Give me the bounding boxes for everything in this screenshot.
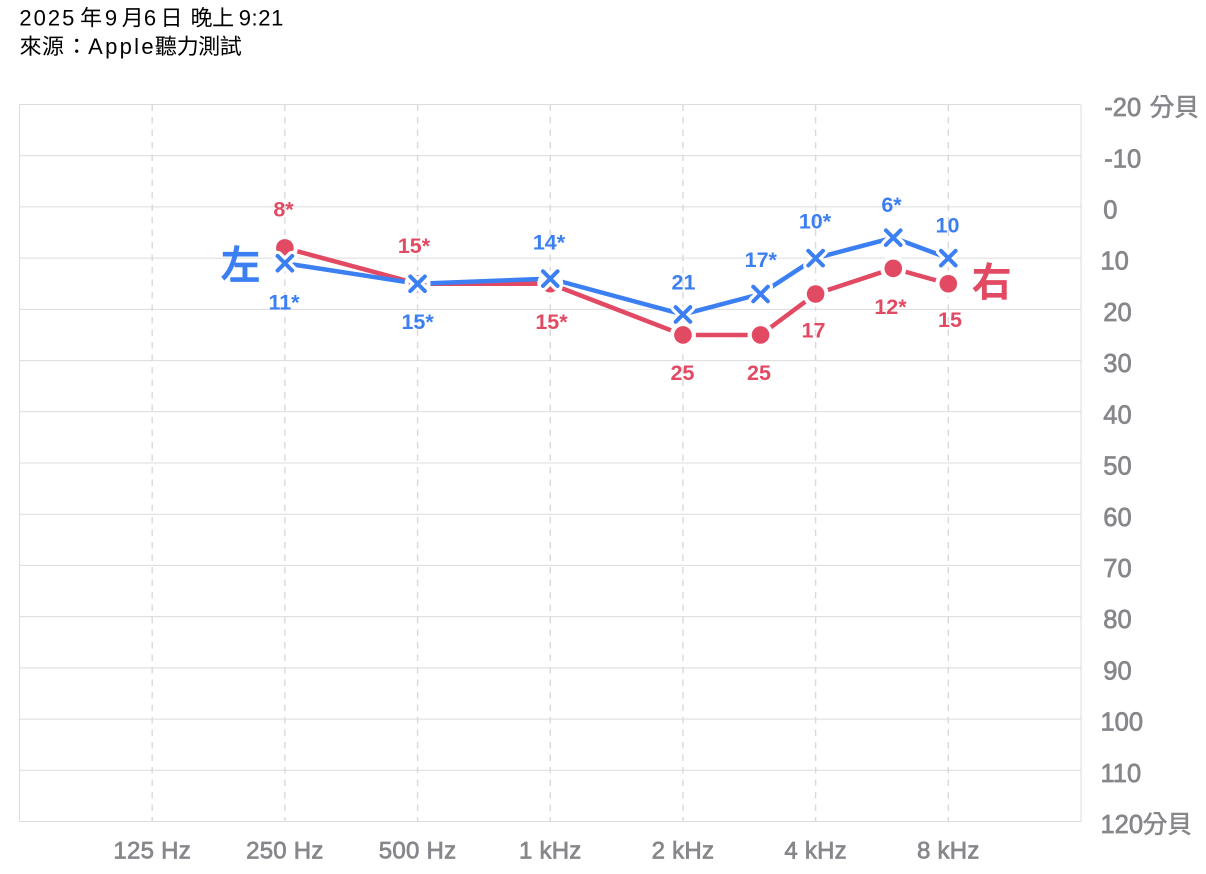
svg-text:8*: 8*: [273, 197, 294, 221]
svg-text:-20: -20: [1104, 94, 1141, 122]
svg-text:90: 90: [1103, 657, 1131, 685]
svg-text:2 kHz: 2 kHz: [652, 838, 715, 865]
svg-text:80: 80: [1103, 606, 1131, 634]
svg-text:500 Hz: 500 Hz: [379, 838, 457, 865]
svg-text:4 kHz: 4 kHz: [784, 838, 847, 865]
svg-text:70: 70: [1103, 555, 1131, 583]
svg-text:10: 10: [936, 213, 960, 237]
svg-text:100: 100: [1101, 709, 1144, 737]
svg-text:25: 25: [747, 361, 771, 385]
svg-text:0: 0: [1103, 197, 1117, 225]
svg-text:15*: 15*: [535, 310, 568, 334]
svg-text:30: 30: [1103, 350, 1131, 378]
svg-text:120: 120: [1101, 811, 1144, 839]
svg-text:10*: 10*: [799, 209, 832, 233]
svg-text:250 Hz: 250 Hz: [246, 838, 324, 865]
svg-text:15*: 15*: [398, 234, 431, 258]
svg-text:12*: 12*: [874, 295, 907, 319]
svg-text:9:21: 9:21: [239, 6, 284, 31]
svg-text:1 kHz: 1 kHz: [519, 838, 582, 865]
svg-text:125 Hz: 125 Hz: [113, 838, 191, 865]
svg-text:8 kHz: 8 kHz: [917, 838, 980, 865]
svg-text:20: 20: [1103, 299, 1131, 327]
svg-text:25: 25: [671, 361, 695, 385]
svg-text:2025: 2025: [19, 6, 76, 31]
svg-text:6: 6: [144, 6, 156, 31]
svg-text:11*: 11*: [268, 290, 300, 314]
svg-text:-10: -10: [1104, 145, 1141, 173]
svg-text:14*: 14*: [533, 230, 566, 254]
svg-text:50: 50: [1103, 453, 1131, 481]
svg-text:40: 40: [1103, 401, 1131, 429]
svg-text:6*: 6*: [881, 193, 902, 217]
svg-text:110: 110: [1101, 760, 1142, 788]
svg-text:9: 9: [105, 6, 117, 31]
svg-text:Apple: Apple: [88, 34, 156, 59]
svg-text:17*: 17*: [745, 248, 778, 272]
svg-text:21: 21: [672, 270, 696, 294]
svg-text:15: 15: [938, 308, 962, 332]
svg-text:17: 17: [802, 318, 826, 342]
svg-text:10: 10: [1101, 248, 1129, 276]
svg-text:15*: 15*: [401, 310, 434, 334]
svg-text:60: 60: [1103, 504, 1131, 532]
